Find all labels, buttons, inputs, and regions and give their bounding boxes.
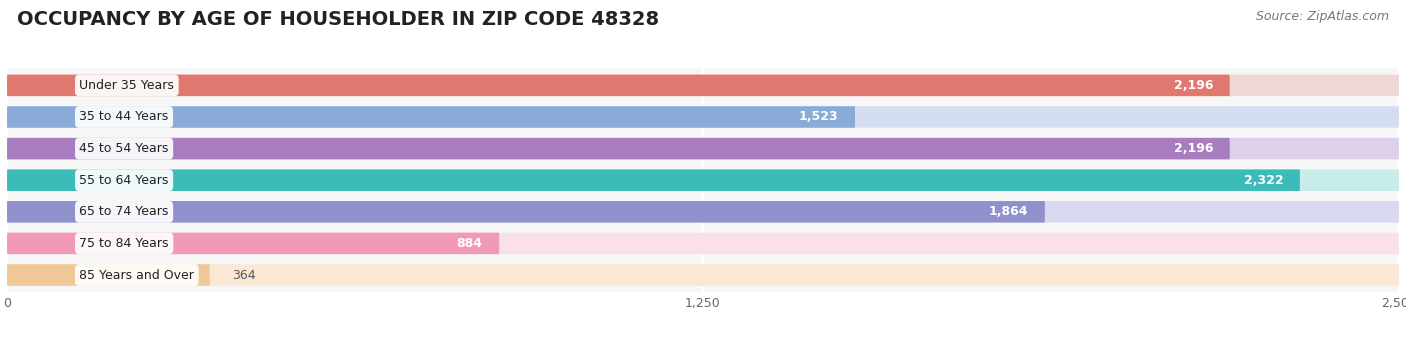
- Text: 65 to 74 Years: 65 to 74 Years: [79, 205, 169, 218]
- FancyBboxPatch shape: [7, 201, 1399, 223]
- FancyBboxPatch shape: [7, 106, 1399, 128]
- FancyBboxPatch shape: [7, 138, 1230, 159]
- Text: 75 to 84 Years: 75 to 84 Years: [79, 237, 169, 250]
- Text: 884: 884: [457, 237, 482, 250]
- FancyBboxPatch shape: [7, 264, 1399, 286]
- FancyBboxPatch shape: [7, 106, 855, 128]
- Text: 1,523: 1,523: [799, 110, 838, 123]
- FancyBboxPatch shape: [7, 138, 1399, 159]
- Text: OCCUPANCY BY AGE OF HOUSEHOLDER IN ZIP CODE 48328: OCCUPANCY BY AGE OF HOUSEHOLDER IN ZIP C…: [17, 10, 659, 29]
- Text: 2,322: 2,322: [1243, 174, 1284, 187]
- Text: 45 to 54 Years: 45 to 54 Years: [79, 142, 169, 155]
- FancyBboxPatch shape: [7, 75, 1399, 96]
- FancyBboxPatch shape: [7, 233, 1399, 254]
- Text: 364: 364: [232, 269, 256, 282]
- Text: 2,196: 2,196: [1174, 142, 1213, 155]
- Text: Under 35 Years: Under 35 Years: [79, 79, 174, 92]
- Text: 85 Years and Over: 85 Years and Over: [79, 269, 194, 282]
- Text: 35 to 44 Years: 35 to 44 Years: [79, 110, 169, 123]
- FancyBboxPatch shape: [7, 75, 1230, 96]
- FancyBboxPatch shape: [7, 264, 209, 286]
- Text: 55 to 64 Years: 55 to 64 Years: [79, 174, 169, 187]
- Text: 1,864: 1,864: [988, 205, 1028, 218]
- FancyBboxPatch shape: [7, 201, 1045, 223]
- Text: Source: ZipAtlas.com: Source: ZipAtlas.com: [1256, 10, 1389, 23]
- FancyBboxPatch shape: [7, 169, 1301, 191]
- FancyBboxPatch shape: [7, 233, 499, 254]
- Text: 2,196: 2,196: [1174, 79, 1213, 92]
- FancyBboxPatch shape: [7, 169, 1399, 191]
